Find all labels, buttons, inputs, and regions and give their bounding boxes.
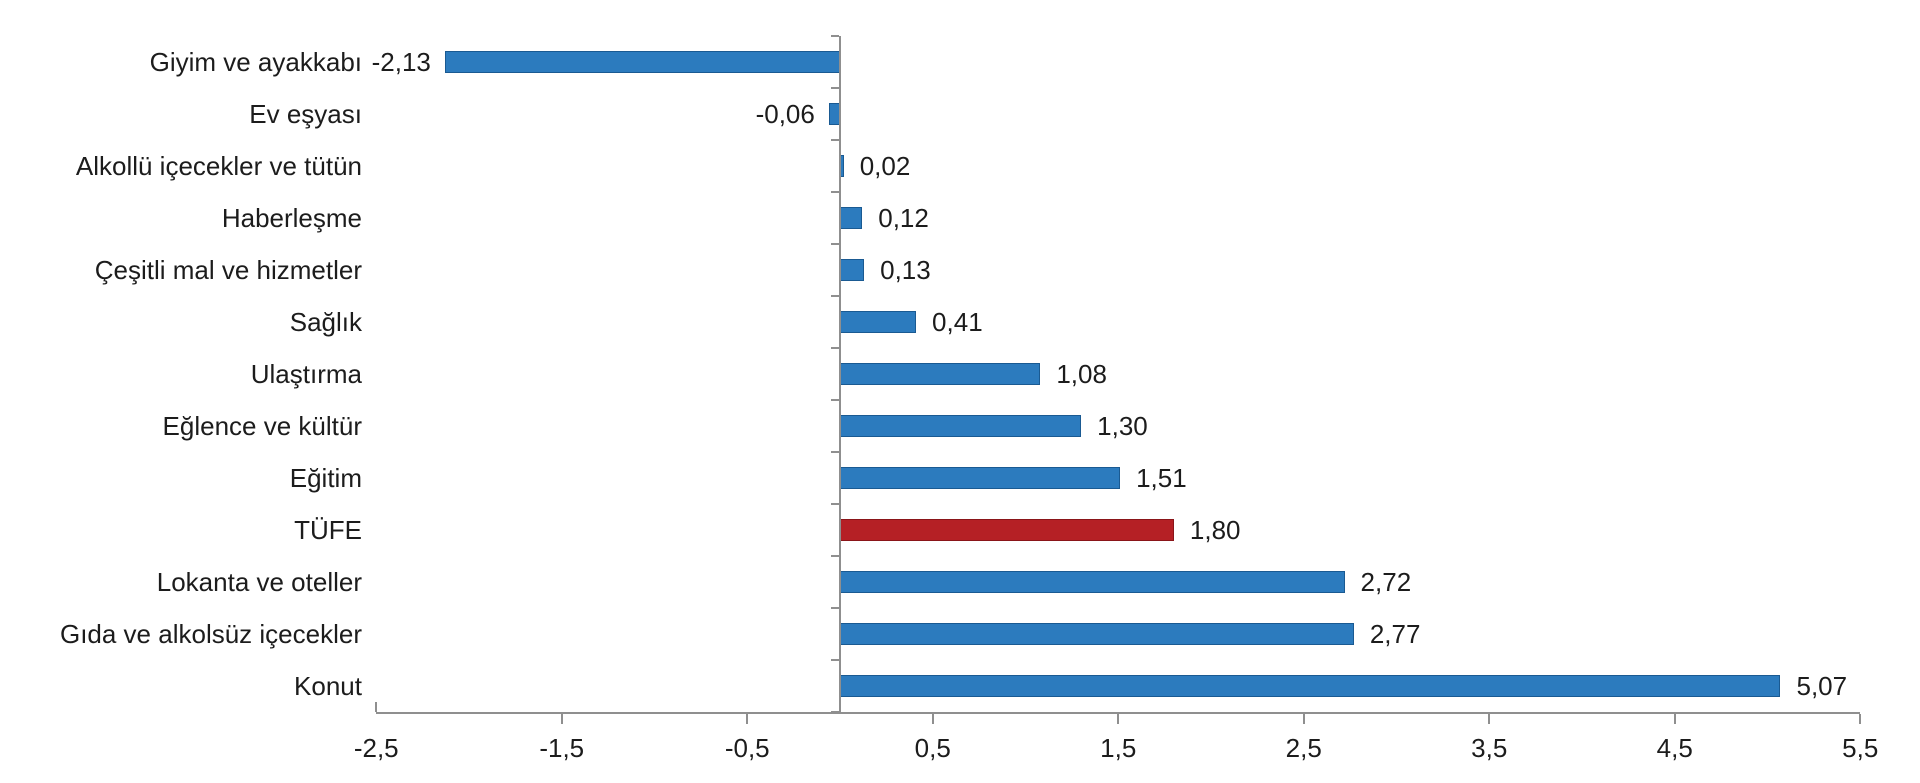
- x-axis-tick-label: 1,5: [1100, 733, 1137, 763]
- y-axis-tick: [831, 139, 839, 141]
- x-axis-tick: [1117, 714, 1120, 724]
- category-label: Haberleşme: [221, 203, 362, 233]
- category-label: Konut: [294, 671, 362, 701]
- x-axis-tick-label: -0,5: [724, 733, 770, 763]
- y-axis-tick: [831, 243, 839, 245]
- x-axis-tick-label: 3,5: [1471, 733, 1508, 763]
- value-label: 2,72: [1360, 567, 1412, 597]
- y-axis-tick: [831, 451, 839, 453]
- y-axis-tick: [831, 87, 839, 89]
- x-axis-line: [376, 712, 1861, 714]
- y-axis-tick: [831, 555, 839, 557]
- y-axis-tick: [831, 347, 839, 349]
- category-label: Ulaştırma: [250, 359, 362, 389]
- value-label: 0,41: [932, 307, 983, 337]
- value-label: 2,77: [1369, 619, 1421, 649]
- value-label: 1,80: [1189, 515, 1241, 545]
- x-axis-tick-label: -2,5: [353, 733, 399, 763]
- x-axis-tick: [560, 714, 563, 724]
- x-axis-tick: [746, 714, 749, 724]
- bar: [840, 311, 917, 333]
- bar: [840, 467, 1121, 489]
- x-axis-tick-label: 0,5: [914, 733, 951, 763]
- y-axis-tick: [831, 191, 839, 193]
- bar: [840, 675, 1781, 697]
- value-label: 5,07: [1796, 671, 1848, 701]
- bar: [840, 623, 1354, 645]
- x-axis-tick-label: 4,5: [1656, 733, 1693, 763]
- x-axis-tick: [1488, 714, 1491, 724]
- value-label: -0,06: [755, 99, 815, 129]
- category-label: Lokanta ve oteller: [156, 567, 362, 597]
- value-label: 1,30: [1097, 411, 1148, 441]
- category-label: Sağlık: [289, 307, 362, 337]
- y-axis-tick: [831, 659, 839, 661]
- bar: [840, 571, 1345, 593]
- bar: [840, 207, 863, 229]
- x-axis-tick-label: 2,5: [1285, 733, 1322, 763]
- x-axis-tick: [375, 702, 378, 712]
- bar: [840, 363, 1041, 385]
- category-label: Çeşitli mal ve hizmetler: [94, 255, 362, 285]
- bar: [840, 415, 1082, 437]
- y-axis-tick: [831, 503, 839, 505]
- y-axis-tick: [831, 607, 839, 609]
- category-label: Eğitim: [289, 463, 362, 493]
- value-label: 0,02: [859, 151, 911, 181]
- x-axis-tick-label: 5,5: [1842, 733, 1879, 763]
- bar: [444, 51, 840, 73]
- value-label: -2,13: [371, 47, 431, 77]
- x-axis-tick: [1302, 714, 1305, 724]
- category-label: Alkollü içecekler ve tütün: [75, 151, 362, 181]
- category-label: TÜFE: [294, 515, 362, 545]
- bar-highlight: [840, 519, 1174, 541]
- x-axis-tick-label: -1,5: [539, 733, 585, 763]
- value-label: 1,51: [1136, 463, 1187, 493]
- y-axis-tick: [831, 295, 839, 297]
- value-label: 1,08: [1056, 359, 1107, 389]
- x-axis-tick: [1859, 714, 1862, 724]
- bar: [840, 259, 865, 281]
- y-axis-tick: [831, 35, 839, 37]
- y-axis-line: [839, 36, 841, 712]
- x-axis-tick: [931, 714, 934, 724]
- category-label: Eğlence ve kültür: [162, 411, 362, 441]
- y-axis-tick: [831, 399, 839, 401]
- category-label: Gıda ve alkolsüz içecekler: [59, 619, 362, 649]
- value-label: 0,13: [880, 255, 931, 285]
- x-axis-tick: [1673, 714, 1676, 724]
- category-label: Giyim ve ayakkabı: [149, 47, 362, 77]
- value-label: 0,12: [878, 203, 929, 233]
- category-label: Ev eşyası: [249, 99, 362, 129]
